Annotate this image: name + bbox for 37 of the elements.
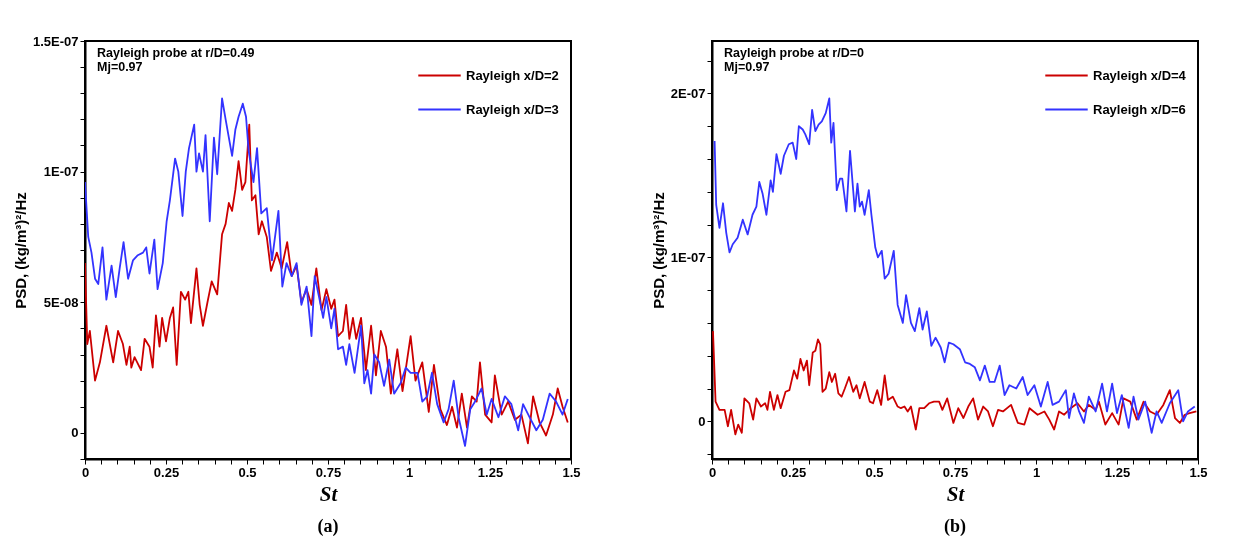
x-tick-label: 0 [81, 464, 90, 480]
x-tick-label: 1 [1032, 464, 1041, 480]
y-axis-title: PSD, (kg/m³)²/Hz [649, 192, 667, 309]
x-axis-title: St [319, 481, 339, 506]
y-tick-label: 0 [698, 413, 706, 429]
x-tick-label: 0 [708, 464, 717, 480]
line-series [712, 330, 1198, 436]
x-axis-title: St [946, 481, 966, 506]
x-tick-label: 0.25 [780, 464, 807, 480]
annotation: Mj=0.97 [97, 60, 143, 74]
y-tick-label: 2E-07 [670, 85, 706, 101]
x-tick-label: 1.25 [1104, 464, 1131, 480]
x-tick-label: 0.5 [238, 464, 257, 480]
legend-label: Rayleigh x/D=4 [1093, 67, 1187, 83]
y-tick-label: 5E-08 [43, 294, 79, 310]
y-tick-label: 0 [71, 425, 79, 441]
legend-label: Rayleigh x/D=3 [466, 101, 559, 117]
x-tick-label: 1 [405, 464, 414, 480]
x-tick-label: 1.5 [1189, 464, 1208, 480]
line-series [713, 97, 1196, 434]
x-tick-label: 1.25 [477, 464, 504, 480]
text: (b) [944, 516, 966, 537]
x-tick-label: 0.75 [315, 464, 342, 480]
y-tick-label: 1.5E-07 [32, 33, 79, 49]
annotation: Mj=0.97 [724, 60, 770, 74]
y-tick-label: 1E-07 [670, 249, 706, 265]
x-tick-label: 0.75 [942, 464, 969, 480]
y-tick-label: 1E-07 [43, 164, 79, 180]
annotation: Rayleigh probe at r/D=0 [724, 46, 865, 60]
y-axis-title: PSD, (kg/m³)²/Hz [11, 192, 29, 309]
text: (a) [317, 516, 339, 537]
x-tick-label: 0.25 [153, 464, 180, 480]
annotation: Rayleigh probe at r/D=0.49 [97, 46, 255, 60]
legend-label: Rayleigh x/D=2 [466, 67, 559, 83]
legend-label: Rayleigh x/D=6 [1093, 101, 1186, 117]
x-tick-label: 0.5 [865, 464, 884, 480]
x-tick-label: 1.5 [562, 464, 581, 480]
